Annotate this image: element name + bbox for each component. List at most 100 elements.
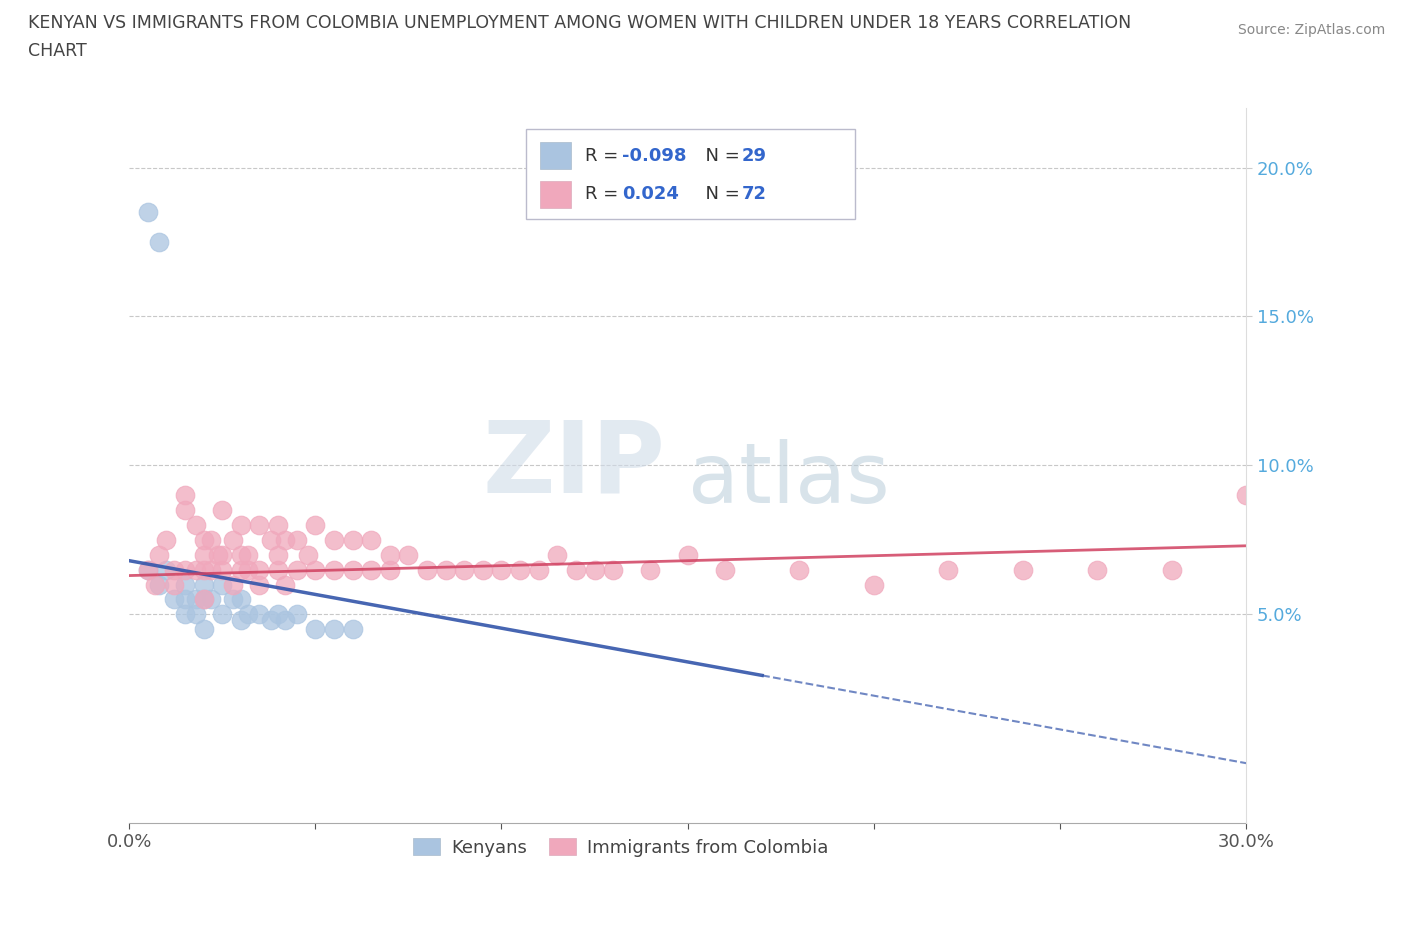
Point (200, 592, 222, 607)
Point (163, 577, 186, 591)
Point (229, 562, 252, 577)
Point (222, 577, 245, 591)
Point (322, 562, 344, 577)
Text: Source: ZipAtlas.com: Source: ZipAtlas.com (1237, 23, 1385, 37)
Point (136, 562, 159, 577)
Point (155, 532, 177, 547)
Point (184, 517, 207, 532)
Point (416, 562, 439, 577)
Text: CHART: CHART (28, 42, 87, 60)
Point (342, 622, 364, 637)
Point (378, 562, 401, 577)
Point (322, 532, 344, 547)
Point (222, 592, 245, 607)
Point (148, 577, 170, 591)
Point (360, 532, 382, 547)
Point (193, 622, 215, 637)
Point (396, 547, 419, 562)
Point (1011, 562, 1033, 577)
Point (238, 562, 260, 577)
Point (184, 592, 207, 607)
Text: -0.098: -0.098 (621, 147, 686, 165)
Text: 29: 29 (741, 147, 766, 165)
Point (136, 205, 159, 219)
Point (211, 547, 233, 562)
Point (193, 562, 215, 577)
Point (583, 562, 606, 577)
Point (174, 577, 197, 591)
Point (207, 547, 229, 562)
Point (193, 577, 215, 591)
Point (491, 562, 513, 577)
Point (789, 562, 811, 577)
Point (249, 562, 271, 577)
Point (193, 532, 215, 547)
Point (174, 502, 197, 517)
Point (229, 517, 252, 532)
Point (1234, 487, 1257, 502)
Point (193, 547, 215, 562)
Point (211, 502, 233, 517)
Legend: Kenyans, Immigrants from Colombia: Kenyans, Immigrants from Colombia (406, 830, 835, 864)
Point (184, 607, 207, 622)
Point (509, 562, 531, 577)
Text: ZIP: ZIP (482, 417, 665, 514)
Point (249, 517, 271, 532)
Point (163, 592, 186, 607)
Point (211, 577, 233, 591)
Text: R =: R = (585, 147, 624, 165)
Point (285, 532, 308, 547)
Point (342, 532, 364, 547)
Text: R =: R = (585, 185, 630, 204)
Point (136, 562, 159, 577)
Point (304, 562, 326, 577)
Point (297, 547, 319, 562)
Point (936, 562, 959, 577)
Point (434, 562, 457, 577)
Point (304, 517, 326, 532)
Point (238, 607, 260, 622)
Point (267, 562, 290, 577)
Point (863, 577, 886, 591)
Point (163, 562, 186, 577)
FancyBboxPatch shape (540, 142, 571, 169)
Point (148, 234, 170, 249)
Text: atlas: atlas (688, 439, 890, 520)
Point (267, 547, 290, 562)
Point (360, 562, 382, 577)
Point (471, 562, 494, 577)
Text: 72: 72 (741, 185, 766, 204)
Point (527, 562, 550, 577)
Point (322, 622, 344, 637)
Point (1160, 562, 1182, 577)
Point (229, 547, 252, 562)
Point (184, 562, 207, 577)
Point (155, 562, 177, 577)
Point (1085, 562, 1108, 577)
Point (174, 487, 197, 502)
Point (211, 607, 233, 622)
Point (640, 562, 662, 577)
Point (342, 562, 364, 577)
Point (285, 607, 308, 622)
Point (546, 547, 568, 562)
Point (174, 607, 197, 622)
Point (565, 562, 588, 577)
Point (378, 547, 401, 562)
Point (229, 592, 252, 607)
Point (267, 517, 290, 532)
Point (193, 592, 215, 607)
Point (274, 577, 297, 591)
Point (249, 577, 271, 591)
Text: N =: N = (695, 147, 745, 165)
Point (259, 532, 281, 547)
Point (148, 547, 170, 562)
FancyBboxPatch shape (540, 181, 571, 208)
Text: KENYAN VS IMMIGRANTS FROM COLOMBIA UNEMPLOYMENT AMONG WOMEN WITH CHILDREN UNDER : KENYAN VS IMMIGRANTS FROM COLOMBIA UNEMP… (28, 14, 1132, 32)
Text: N =: N = (695, 185, 745, 204)
Point (602, 562, 624, 577)
FancyBboxPatch shape (526, 129, 855, 219)
Point (211, 562, 233, 577)
Point (174, 592, 197, 607)
Point (229, 613, 252, 628)
